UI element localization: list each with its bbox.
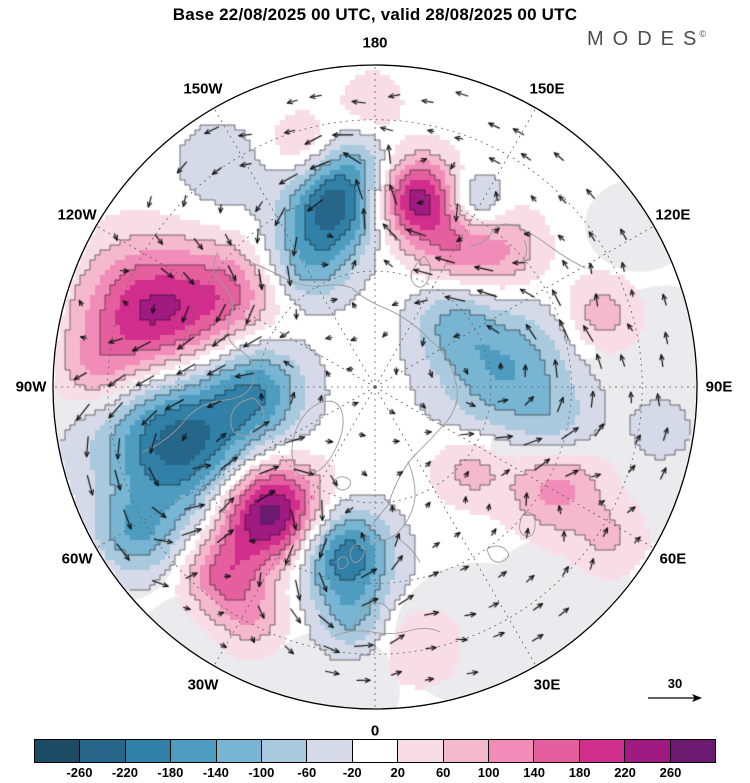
longitude-label: 30W <box>187 676 219 694</box>
colorbar-segment <box>262 740 308 762</box>
colorbar-segment <box>489 740 535 762</box>
colorbar-segment <box>625 740 671 762</box>
colorbar-tick-label: 220 <box>614 765 636 780</box>
colorbar-segment <box>398 740 444 762</box>
colorbar-segment <box>80 740 126 762</box>
colorbar-tick-label: -100 <box>248 765 275 780</box>
longitude-label: 60W <box>61 550 93 568</box>
colorbar-tick-label: 100 <box>477 765 500 780</box>
colorbar-segment <box>125 740 172 762</box>
longitude-label: 120W <box>57 206 97 224</box>
colorbar <box>34 739 716 763</box>
colorbar-tick-label: -260 <box>66 765 93 780</box>
reference-vector: 30 <box>642 676 708 710</box>
colorbar-segment <box>443 740 490 762</box>
longitude-label: 150E <box>529 80 565 98</box>
colorbar-labels: -260 -220 -180 -140 -100 -60 -20 20 60 100 140 180 2… <box>34 765 716 783</box>
colorbar-segment <box>171 740 217 762</box>
reference-arrow-icon <box>648 694 702 702</box>
longitude-label: 150W <box>183 80 223 98</box>
colorbar-segment <box>307 740 353 762</box>
wind-arrows-canvas <box>0 0 750 736</box>
longitude-label: 120E <box>655 206 691 224</box>
longitude-label: 90E <box>705 378 733 396</box>
colorbar-tick-label: 260 <box>659 765 682 780</box>
colorbar-segment <box>534 740 580 762</box>
colorbar-tick-label: -140 <box>202 765 229 780</box>
colorbar-tick-label: 60 <box>435 765 451 780</box>
longitude-label: 90W <box>15 378 47 396</box>
reference-vector-label: 30 <box>667 676 683 691</box>
colorbar-tick-label: -60 <box>297 765 317 780</box>
polar-map: 180 150E 120E 90E 60E 30E 0 30W 60W 90W 120W 150W <box>0 0 750 740</box>
colorbar-segment <box>352 740 399 762</box>
colorbar-tick-label: 140 <box>523 765 545 780</box>
colorbar-tick-label: -20 <box>342 765 362 780</box>
longitude-label: 60E <box>659 550 687 568</box>
longitude-label: 180 <box>362 34 388 52</box>
colorbar-segment <box>35 740 81 762</box>
colorbar-segment <box>579 740 626 762</box>
colorbar-tick-label: 20 <box>390 765 405 780</box>
colorbar-segment <box>216 740 263 762</box>
colorbar-tick-label: -180 <box>157 765 184 780</box>
colorbar-tick-label: 180 <box>568 765 591 780</box>
colorbar-tick-label: -220 <box>111 765 138 780</box>
colorbar-segment <box>670 740 716 762</box>
longitude-label: 0 <box>370 722 380 740</box>
longitude-label: 30E <box>533 676 561 694</box>
